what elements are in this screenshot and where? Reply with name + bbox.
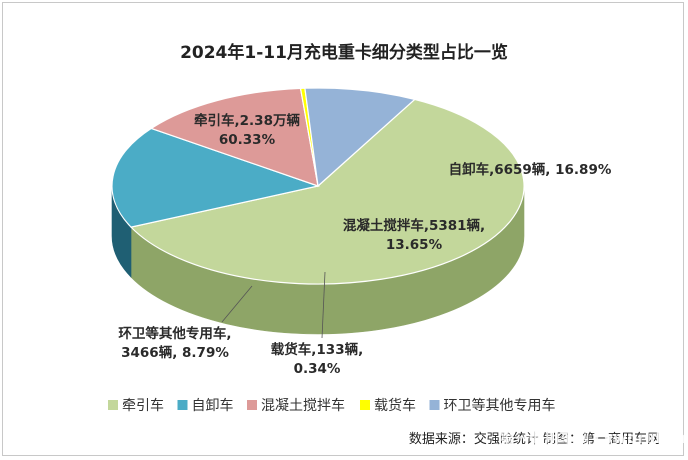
data-label-2-line1: 混凝土搅拌车,5381辆,: [343, 217, 485, 234]
legend-swatch-0: [108, 400, 118, 410]
chart-title: 2024年1-11月充电重卡细分类型占比一览: [180, 42, 508, 63]
legend: 牵引车 自卸车 混凝土搅拌车 载货车 环卫等其他专用车: [108, 397, 556, 414]
data-label-0-line1: 牵引车,2.38万辆: [194, 112, 300, 129]
legend-item-0: 牵引车: [122, 397, 164, 414]
data-label-1-line1: 自卸车,6659辆, 16.89%: [449, 161, 612, 178]
legend-swatch-2: [247, 400, 257, 410]
legend-item-3: 载货车: [374, 397, 416, 414]
data-label-4-line2: 3466辆, 8.79%: [121, 344, 229, 361]
data-label-4-line1: 环卫等其他专用车,: [118, 325, 231, 342]
watermark: 第一商用车网 cvworld.cn: [499, 429, 686, 447]
legend-item-2: 混凝土搅拌车: [261, 397, 345, 414]
data-label-0-line2: 60.33%: [219, 132, 276, 148]
legend-swatch-1: [178, 400, 188, 410]
data-label-3-line1: 载货车,133辆,: [271, 341, 363, 358]
legend-item-1: 自卸车: [192, 397, 234, 414]
legend-item-4: 环卫等其他专用车: [444, 397, 556, 414]
data-label-3-line2: 0.34%: [294, 361, 341, 377]
data-label-2-line2: 13.65%: [386, 237, 443, 253]
pie-tops: [112, 88, 524, 284]
legend-swatch-4: [430, 400, 440, 410]
legend-swatch-3: [360, 400, 370, 410]
